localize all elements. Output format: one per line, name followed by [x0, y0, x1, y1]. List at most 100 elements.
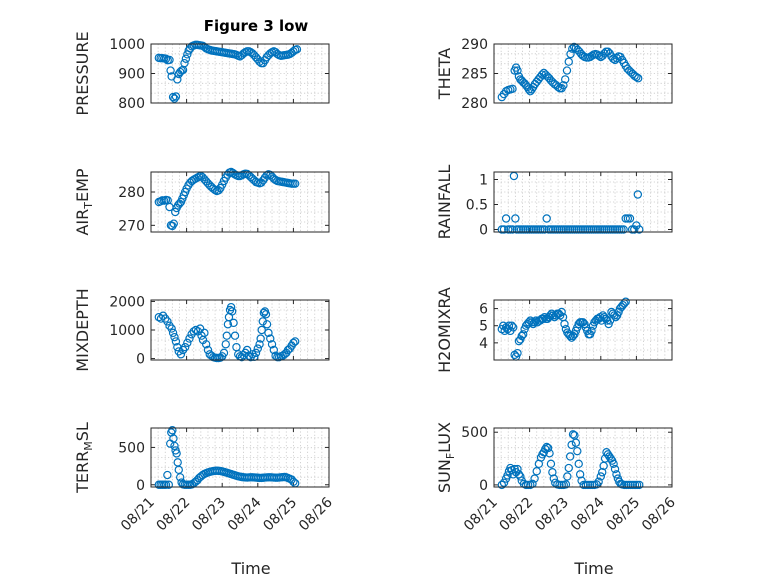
y-axis-label: AIRTEMP — [73, 168, 95, 235]
y-tick-label: 800 — [118, 96, 145, 112]
data-point — [508, 84, 517, 94]
data-point — [242, 345, 252, 355]
data-point — [181, 54, 191, 63]
y-tick-label: 4 — [479, 336, 488, 352]
data-point — [169, 219, 178, 228]
subplot-6: 456 H2OMIXRA — [435, 287, 673, 373]
y-tick-label: 1 — [479, 173, 488, 189]
data-point — [565, 331, 575, 341]
data-point — [594, 477, 603, 486]
data-point — [568, 44, 577, 53]
data-point — [602, 448, 611, 457]
data-point — [222, 331, 232, 340]
data-point — [261, 310, 271, 319]
data-point — [289, 338, 298, 348]
data-point — [511, 214, 520, 223]
data-point — [164, 480, 173, 489]
data-point — [185, 334, 194, 343]
data-point — [264, 328, 273, 338]
data-point — [574, 459, 583, 469]
data-point — [173, 458, 182, 467]
data-point — [609, 459, 618, 469]
data-point — [518, 330, 528, 339]
data-point — [548, 468, 557, 477]
axes-box — [493, 43, 673, 104]
x-axis-label-left: Time — [230, 559, 270, 578]
data-point — [259, 308, 269, 318]
data-point — [173, 75, 182, 84]
data-point — [171, 92, 181, 101]
y-axis-label: SUNFLUX — [435, 422, 457, 493]
data-point — [289, 477, 298, 486]
axes-box — [150, 427, 330, 488]
data-point — [630, 225, 639, 234]
data-point — [545, 449, 554, 458]
data-point — [200, 328, 209, 338]
data-point — [538, 314, 548, 324]
x-tick-label: 08/21 — [118, 495, 158, 535]
x-tick-label: 08/24 — [568, 494, 608, 534]
data-point — [571, 438, 581, 447]
x-tick-label: 08/22 — [154, 495, 194, 535]
data-point — [596, 472, 606, 481]
data-point — [292, 45, 302, 54]
data-point — [290, 179, 300, 188]
data-point — [230, 331, 240, 340]
data-point — [201, 340, 211, 349]
data-point — [592, 480, 601, 489]
data-point — [221, 340, 230, 349]
data-point — [524, 85, 534, 94]
y-axis-label: PRESSURE — [73, 31, 92, 115]
data-point — [229, 318, 238, 328]
data-point — [517, 331, 526, 341]
data-point — [513, 348, 522, 358]
y-tick-label: 280 — [118, 185, 145, 201]
data-point — [633, 74, 643, 83]
x-axis-label-right: Time — [573, 559, 613, 578]
y-axis-label: H2OMIXRA — [435, 287, 454, 373]
y-tick-label: 1000 — [109, 37, 145, 53]
y-tick-label: 0 — [479, 223, 488, 239]
data-point — [175, 473, 185, 482]
subplot-2: 280 285 290 THETA — [435, 37, 673, 112]
data-point — [612, 470, 621, 479]
data-point — [513, 66, 522, 75]
data-point — [183, 338, 192, 348]
data-point — [573, 446, 582, 456]
data-point — [632, 72, 641, 82]
data-point — [635, 480, 644, 490]
data-point — [603, 450, 613, 459]
data-point — [255, 340, 264, 349]
data-point — [565, 452, 575, 461]
data-point — [568, 430, 578, 439]
x-tick-label: 08/23 — [532, 495, 572, 535]
data-point — [587, 326, 596, 336]
data-point — [557, 307, 566, 317]
y-tick-label: 2000 — [109, 294, 145, 310]
data-point — [501, 214, 511, 223]
data-point — [621, 297, 630, 306]
data-point — [567, 440, 576, 450]
data-point — [598, 468, 607, 477]
data-point — [167, 324, 176, 333]
data-point — [168, 328, 178, 338]
data-point — [560, 319, 569, 329]
y-tick-label: 280 — [461, 96, 488, 112]
y-tick-label: 290 — [461, 37, 488, 53]
x-tick-label: 08/23 — [189, 495, 229, 535]
y-tick-label: 6 — [479, 302, 488, 318]
y-tick-label: 1000 — [109, 323, 145, 339]
data-point — [253, 344, 262, 353]
y-axis-label: MIXDEPTH — [73, 288, 92, 371]
axes-box — [493, 427, 673, 488]
data-point — [163, 470, 172, 480]
data-point — [504, 321, 514, 330]
data-point — [575, 470, 585, 479]
data-point — [161, 480, 171, 489]
subplot-5: 0 1000 2000 MIXDEPTH — [73, 288, 330, 372]
data-point — [559, 81, 568, 90]
y-tick-label: 500 — [118, 440, 145, 456]
